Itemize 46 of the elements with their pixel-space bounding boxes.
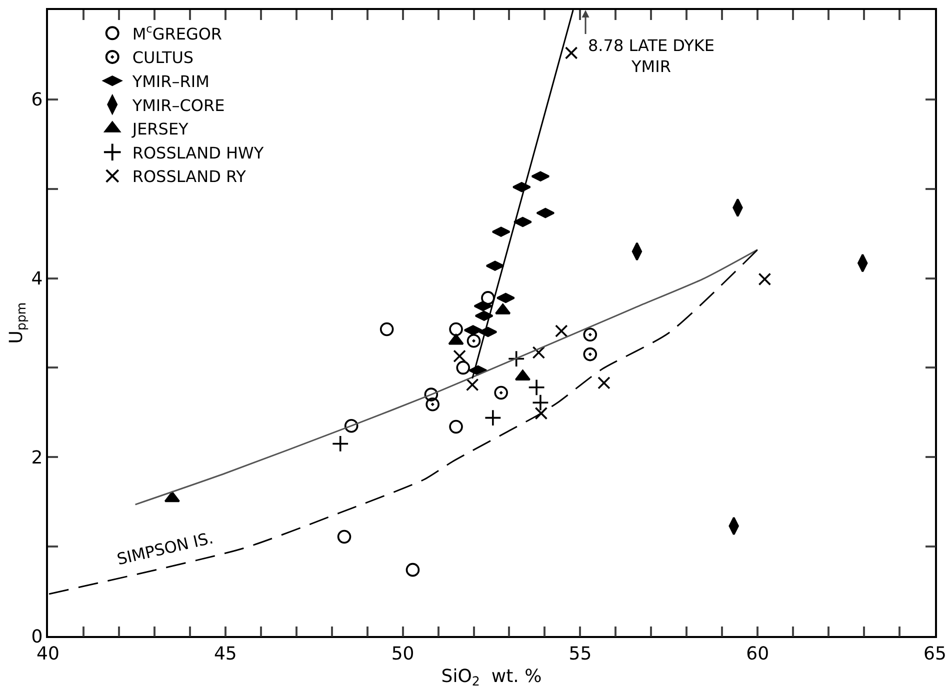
point xyxy=(406,562,420,577)
x-axis-title: SiO$_{2}$ wt. % xyxy=(441,666,542,689)
point xyxy=(456,360,470,375)
point xyxy=(337,530,352,544)
point xyxy=(555,324,568,338)
x-tick-label: 55 xyxy=(568,643,592,664)
point xyxy=(332,435,349,452)
legend-label: ROSSLAND HWY xyxy=(132,143,264,162)
legend-label: ROSSLAND RY xyxy=(132,167,246,186)
point xyxy=(344,418,358,433)
point xyxy=(583,328,598,342)
point xyxy=(758,272,772,286)
legend-label: YMIR–RIM xyxy=(131,72,210,91)
legend-label: M$^{c}$GREGOR xyxy=(132,22,222,44)
point xyxy=(466,334,481,348)
point xyxy=(534,406,548,420)
point xyxy=(532,394,550,412)
point xyxy=(466,378,479,392)
point xyxy=(449,420,463,434)
point xyxy=(598,376,610,390)
point xyxy=(528,378,546,396)
point xyxy=(481,291,495,305)
point xyxy=(426,397,440,412)
annotation: 8.78 LATE DYKE YMIR xyxy=(588,36,714,76)
point xyxy=(484,409,502,426)
point xyxy=(583,347,598,362)
x-tick-label: 60 xyxy=(746,643,770,664)
x-tick-label: 45 xyxy=(214,643,237,664)
point xyxy=(508,350,525,368)
x-tick-label: 50 xyxy=(391,643,414,664)
annotation: SIMPSON IS. xyxy=(115,528,216,569)
point xyxy=(380,322,394,336)
line-series xyxy=(134,248,758,506)
x-tick-label: 65 xyxy=(924,643,946,664)
point xyxy=(564,46,578,60)
legend-label: YMIR–CORE xyxy=(131,96,225,115)
point xyxy=(494,386,508,400)
legend-label: CULTUS xyxy=(132,48,194,68)
y-tick-label: 2 xyxy=(31,447,43,468)
point xyxy=(424,388,438,402)
y-tick-label: 6 xyxy=(31,90,43,111)
point xyxy=(453,350,466,362)
point xyxy=(449,322,463,336)
point xyxy=(532,346,546,359)
y-tick-label: 4 xyxy=(31,268,43,290)
legend-label: JERSEY xyxy=(131,120,189,139)
